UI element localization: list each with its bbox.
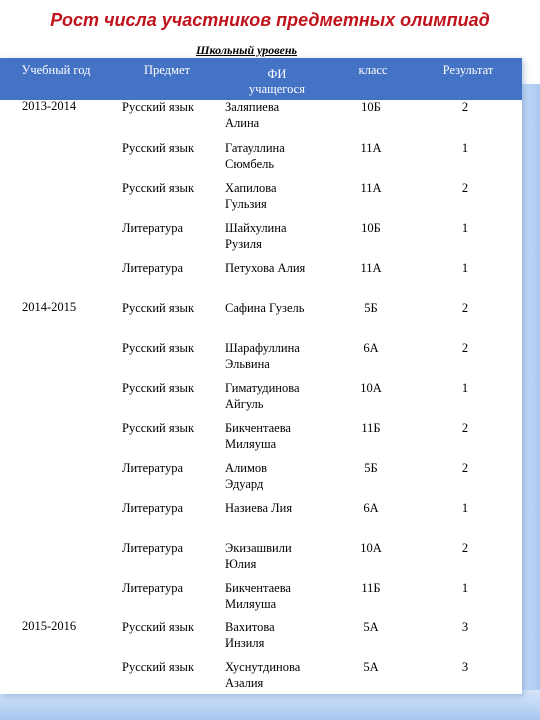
row-student-name-line1: Вахитова — [225, 620, 275, 634]
row-student-name-line1: Гатауллина — [225, 141, 285, 155]
row-subject: Русский язык — [122, 141, 195, 155]
row-result: 2 — [461, 301, 469, 315]
row-class: 11Б — [361, 581, 381, 595]
year-label: 2013-2014 — [22, 99, 77, 113]
row-student-name-line2: Миляуша — [225, 437, 277, 451]
header-year: Учебный год — [21, 63, 91, 77]
table-card — [0, 58, 522, 694]
row-class: 11Б — [361, 421, 381, 435]
row-class: 5Б — [364, 301, 378, 315]
row-class: 6А — [363, 341, 379, 355]
row-student-name-line1: Шарафуллина — [225, 341, 300, 355]
header-student-name-line1: ФИ — [267, 66, 287, 81]
row-result: 1 — [461, 581, 469, 595]
row-student-name-line1: Назиева Лия — [225, 501, 293, 515]
row-class: 10А — [360, 541, 382, 555]
row-student-name-line2: Азалия — [225, 676, 264, 690]
row-student-name-line1: Петухова Алия — [225, 261, 306, 275]
row-student-name-line2: Эдуард — [225, 477, 264, 491]
row-result: 1 — [461, 261, 469, 275]
row-student-name-line1: Алимов — [225, 461, 268, 475]
row-subject: Литература — [122, 581, 183, 595]
row-class: 11А — [360, 261, 382, 275]
row-student-name-line1: Хапилова — [225, 181, 277, 195]
row-result: 1 — [461, 501, 469, 515]
row-student-name-line2: Юлия — [225, 557, 257, 571]
row-subject: Литература — [122, 541, 183, 555]
row-class: 5А — [363, 620, 379, 634]
row-subject: Русский язык — [122, 100, 195, 114]
row-result: 2 — [461, 181, 469, 195]
row-student-name-line2: Миляуша — [225, 597, 277, 611]
row-student-name-line1: Сафина Гузель — [225, 301, 305, 315]
header-student-name: ФИ учащегося — [222, 58, 332, 100]
row-student-name-line1: Гиматудинова — [225, 381, 300, 395]
row-student-name-line2: Сюмбель — [225, 157, 275, 171]
row-student-name-line1: Бикчентаева — [225, 421, 291, 435]
table-header-row — [0, 58, 522, 100]
row-result: 2 — [461, 461, 469, 475]
row-subject: Русский язык — [122, 620, 195, 634]
row-student-name-line1: Хуснутдинова — [225, 660, 301, 674]
header-student-name-line2: учащегося — [249, 81, 305, 96]
row-subject: Литература — [122, 221, 183, 235]
year-label: 2015-2016 — [22, 619, 77, 633]
row-student-name-line2: Эльвина — [225, 357, 270, 371]
decorative-bottom-panel — [0, 690, 540, 720]
row-subject: Русский язык — [122, 181, 195, 195]
row-result: 2 — [461, 421, 469, 435]
row-subject: Русский язык — [122, 660, 195, 674]
row-subject: Русский язык — [122, 301, 195, 315]
row-student-name-line2: Инзиля — [225, 636, 265, 650]
row-student-name-line2: Айгуль — [225, 397, 264, 411]
row-student-name-line2: Гульзия — [225, 197, 267, 211]
row-result: 1 — [461, 221, 469, 235]
row-result: 2 — [461, 100, 469, 114]
row-student-name-line1: Экизашвили — [225, 541, 292, 555]
row-subject: Литература — [122, 261, 183, 275]
row-subject: Русский язык — [122, 381, 195, 395]
row-class: 10Б — [361, 100, 381, 114]
row-result: 3 — [461, 620, 469, 634]
header-result: Результат — [442, 63, 494, 77]
slide-title: Рост числа участников предметных олимпиа… — [50, 10, 490, 30]
row-student-name-line2: Алина — [225, 116, 260, 130]
row-subject: Литература — [122, 501, 183, 515]
row-student-name-line1: Бикчентаева — [225, 581, 291, 595]
row-result: 1 — [461, 141, 469, 155]
year-label: 2014-2015 — [22, 300, 77, 314]
row-class: 5А — [363, 660, 379, 674]
row-student-name-line2: Рузиля — [225, 237, 262, 251]
row-result: 3 — [461, 660, 469, 674]
row-subject: Русский язык — [122, 341, 195, 355]
header-class: класс — [358, 63, 388, 77]
row-subject: Литература — [122, 461, 183, 475]
row-class: 11А — [360, 141, 382, 155]
row-class: 5Б — [364, 461, 378, 475]
row-student-name-line1: Шайхулина — [225, 221, 287, 235]
row-result: 2 — [461, 541, 469, 555]
row-result: 2 — [461, 341, 469, 355]
row-class: 6А — [363, 501, 379, 515]
row-class: 10Б — [361, 221, 381, 235]
header-subject: Предмет — [144, 63, 190, 77]
row-subject: Русский язык — [122, 421, 195, 435]
row-student-name-line1: Заляпиева — [225, 100, 280, 114]
row-result: 1 — [461, 381, 469, 395]
row-class: 11А — [360, 181, 382, 195]
level-subtitle: Школьный уровень — [196, 43, 297, 57]
row-class: 10А — [360, 381, 382, 395]
